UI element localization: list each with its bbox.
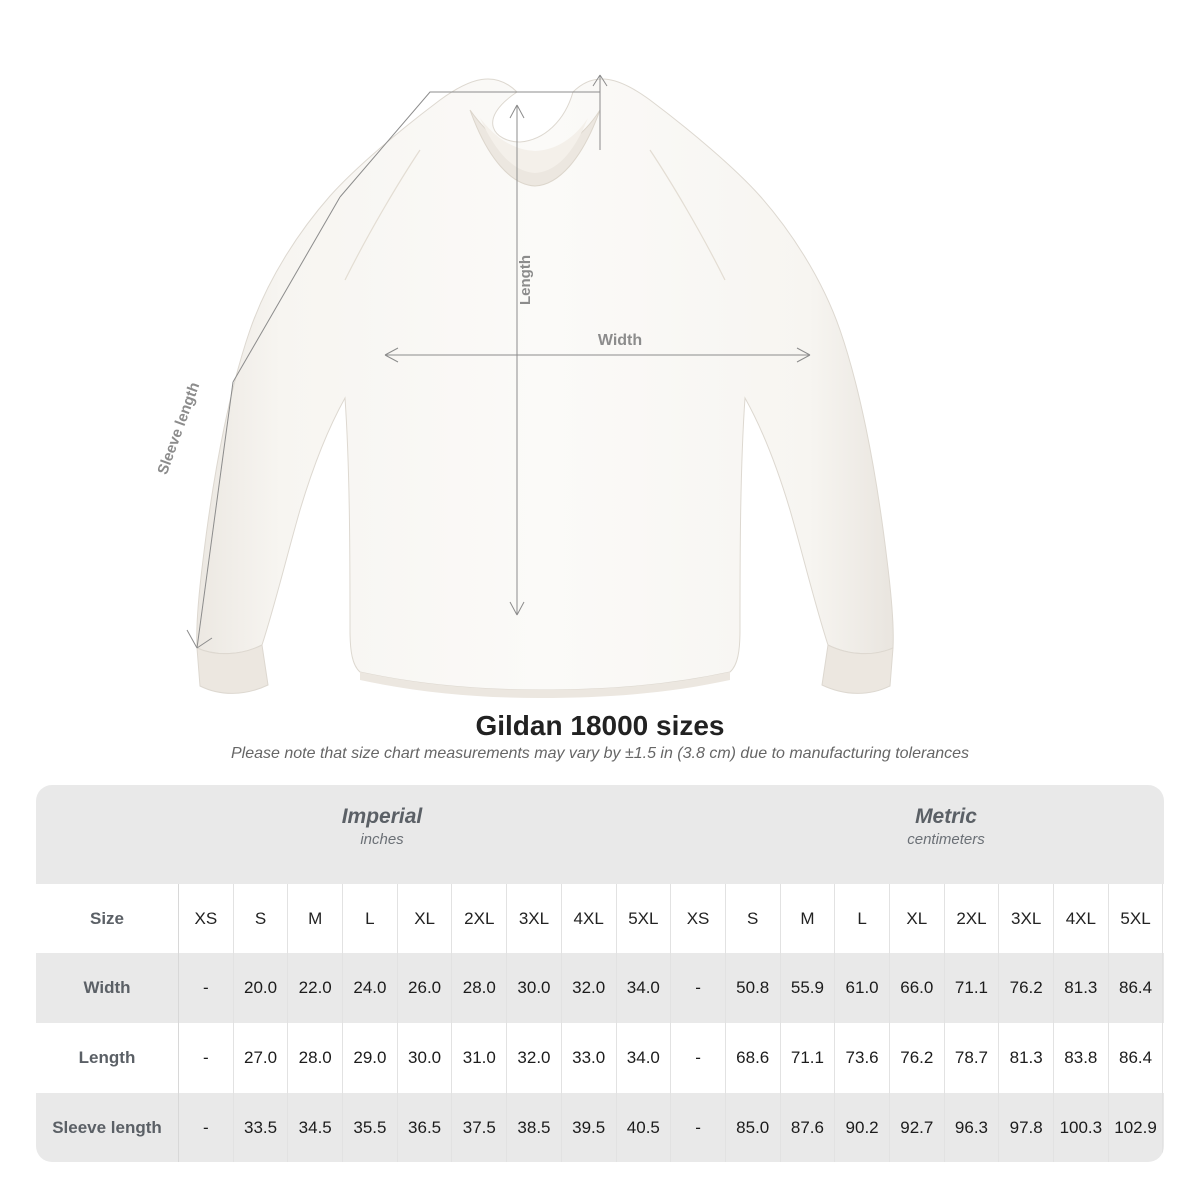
svg-text:Sleeve length: Sleeve length bbox=[154, 380, 203, 477]
svg-text:Width: Width bbox=[598, 332, 642, 349]
svg-text:Length: Length bbox=[517, 255, 534, 305]
